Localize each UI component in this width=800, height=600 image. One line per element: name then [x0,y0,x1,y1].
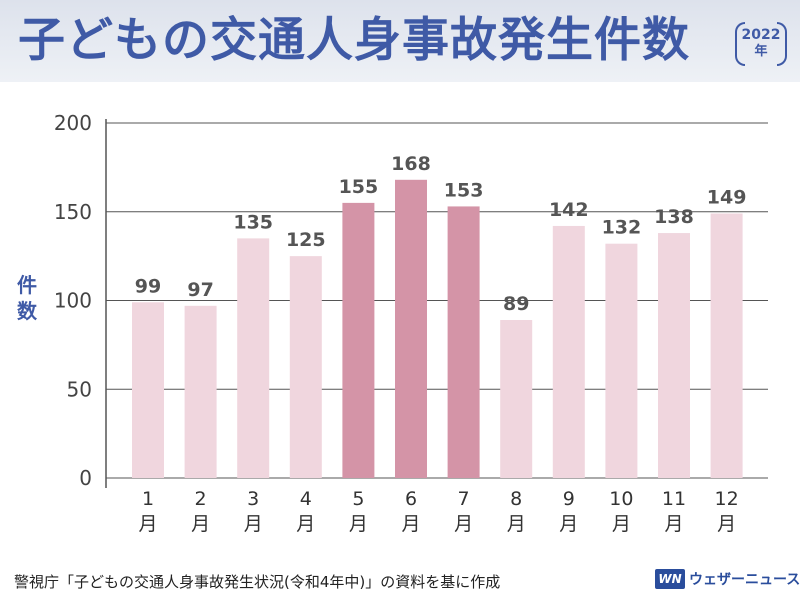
logo-text: ウェザーニュース [689,572,800,588]
bar-11 [658,233,690,478]
x-tick-label-unit: 月 [349,513,368,535]
weathernews-logo: WN ウェザーニュース [655,568,800,590]
y-tick-label: 100 [54,289,92,313]
y-tick-label: 200 [54,111,92,135]
bar-6 [395,179,427,479]
x-tick-label: 1 [142,488,154,510]
x-tick-label: 4 [300,488,312,510]
x-tick-label: 7 [458,488,470,510]
x-tick-label-unit: 月 [244,513,263,535]
year-unit: 年 [754,44,768,59]
x-tick-label: 11 [662,488,686,510]
x-tick-label: 3 [247,488,259,510]
x-tick-label-unit: 月 [559,513,578,535]
y-axis-label: 件数 [17,273,37,323]
y-tick-label: 0 [79,466,92,490]
bar-value-label: 89 [503,293,529,315]
bar-9 [552,225,585,478]
chart-title: 子どもの交通人身事故発生件数 [18,13,690,68]
x-tick-label: 6 [405,488,417,510]
y-tick-label: 50 [67,377,92,401]
x-tick-label-unit: 月 [454,513,473,535]
bar-1 [132,302,164,478]
bar-value-label: 125 [286,229,326,251]
year-bracket-left [735,22,745,66]
logo-mark: WN [655,569,685,589]
x-tick-label-unit: 月 [612,513,631,535]
bar-4 [289,256,322,478]
x-tick-label-unit: 月 [401,513,420,535]
year-badge: 2022 年 [735,22,787,66]
bar-value-label: 97 [187,279,213,301]
bar-2 [184,305,217,478]
bar-chart: 050100150200991月972月1353月1254月1555月1686月… [54,111,768,535]
bar-8 [500,320,533,478]
bar-value-label: 142 [549,199,589,221]
bar-10 [605,243,638,478]
bar-value-label: 135 [233,211,273,233]
bar-value-label: 149 [707,187,747,209]
y-tick-label: 150 [54,200,92,224]
bar-12 [710,213,743,478]
bar-value-label: 138 [654,206,694,228]
x-tick-label: 12 [715,488,739,510]
x-tick-label-unit: 月 [664,513,683,535]
x-tick-label-unit: 月 [507,513,526,535]
x-tick-label: 9 [563,488,575,510]
x-tick-label: 2 [195,488,207,510]
x-tick-label: 5 [352,488,364,510]
year-value: 2022 [741,27,781,43]
bar-5 [342,202,375,478]
x-tick-label-unit: 月 [296,513,315,535]
x-tick-label-unit: 月 [717,513,736,535]
bar-value-label: 155 [339,176,379,198]
x-tick-label-unit: 月 [191,513,210,535]
header-banner: 子どもの交通人身事故発生件数 2022 年 [0,0,800,82]
source-note: 警視庁「子どもの交通人身事故発生状況(令和4年中)」の資料を基に作成 [14,573,501,591]
bar-3 [237,238,270,478]
bar-value-label: 132 [602,217,642,239]
x-tick-label-unit: 月 [138,513,157,535]
x-tick-label: 10 [609,488,633,510]
bar-value-label: 153 [444,179,484,201]
x-tick-label: 8 [510,488,522,510]
bar-value-label: 99 [135,275,161,297]
bar-7 [447,206,480,479]
bar-value-label: 168 [391,153,431,175]
